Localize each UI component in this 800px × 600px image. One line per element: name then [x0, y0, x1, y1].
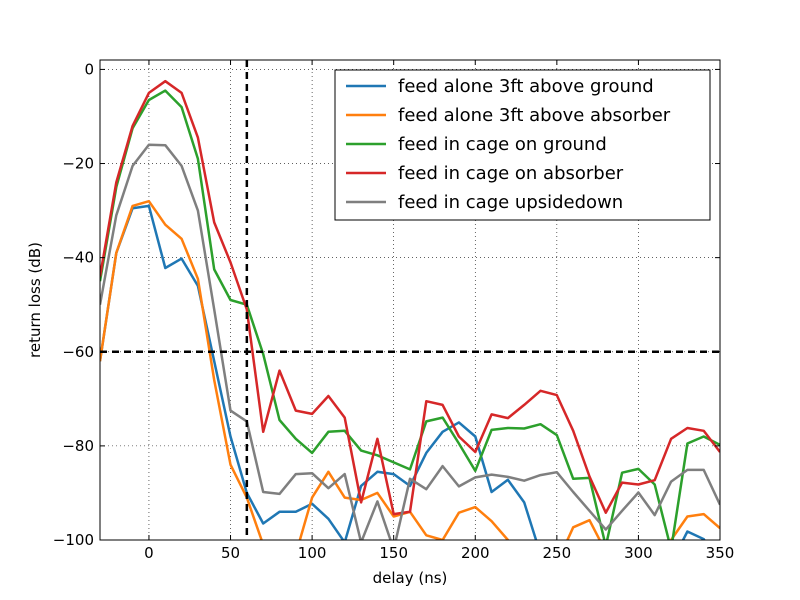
x-axis-label: delay (ns)	[373, 569, 448, 587]
y-tick-label: −20	[62, 155, 94, 173]
legend-label: feed alone 3ft above absorber	[398, 105, 671, 126]
y-tick-label: 0	[84, 60, 94, 78]
y-tick-label: −40	[62, 249, 94, 267]
series-line-5	[100, 143, 720, 540]
legend-box	[334, 69, 711, 221]
x-tick-label: 100	[298, 544, 327, 562]
x-tick-label: 350	[706, 544, 735, 562]
data-series	[100, 79, 720, 540]
x-tick-label: 250	[543, 544, 572, 562]
x-tick-label: 150	[379, 544, 408, 562]
y-tick-label: −80	[62, 437, 94, 455]
series-line-3	[100, 89, 720, 540]
series-line-4	[100, 79, 720, 516]
x-tick-label: 50	[221, 544, 240, 562]
x-tick-label: 300	[624, 544, 653, 562]
legend-label: feed alone 3ft above ground	[398, 76, 654, 97]
axis-ticks: 0 50 100 150 200 250 300 350 0 −20 −40 −60 −80 −100	[53, 60, 735, 562]
threshold-lines	[100, 60, 720, 540]
plot-frame	[99, 59, 721, 541]
y-tick-label: −60	[62, 343, 94, 361]
legend-label: feed in cage on ground	[398, 134, 607, 155]
legend: feed alone 3ft above ground feed alone 3f…	[334, 69, 711, 221]
legend-label: feed in cage on absorber	[398, 163, 624, 184]
y-tick-label: −100	[53, 531, 94, 549]
y-axis-label: return loss (dB)	[26, 242, 44, 358]
x-tick-label: 0	[144, 544, 154, 562]
x-tick-label: 200	[461, 544, 490, 562]
legend-label: feed in cage upsidedown	[398, 192, 623, 213]
